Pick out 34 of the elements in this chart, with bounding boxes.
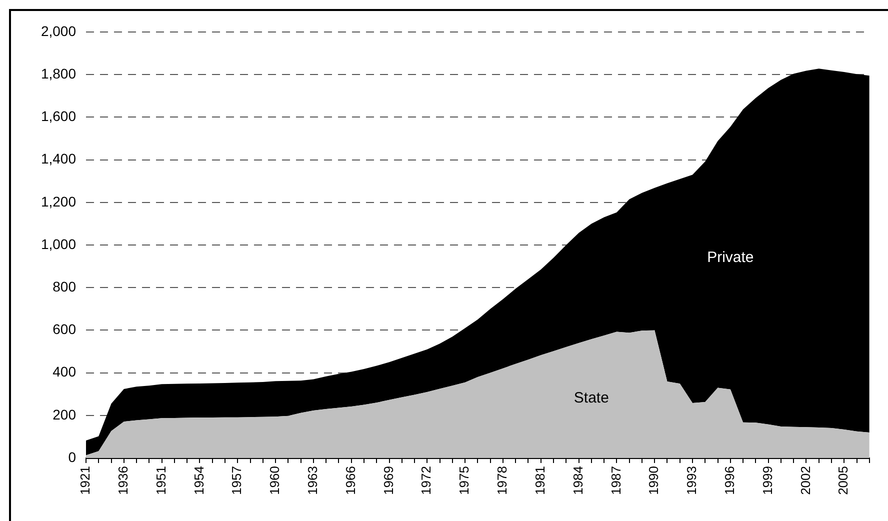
y-tick-label: 1,000: [40, 236, 76, 252]
x-tick-label: 1921: [78, 466, 93, 495]
x-tick-label: 1993: [684, 466, 700, 495]
x-tick-label: 1954: [191, 466, 206, 495]
x-tick-label: 1963: [305, 466, 320, 495]
x-tick-label: 1987: [608, 466, 624, 495]
x-tick-label: 1975: [456, 466, 472, 495]
x-tick-label: 1990: [646, 466, 662, 495]
y-tick-label: 600: [52, 321, 76, 338]
y-tick-label: 800: [52, 278, 76, 294]
y-tick-label: 400: [52, 364, 76, 380]
x-tick-label: 1960: [267, 466, 282, 495]
x-tick-label: 1972: [418, 466, 434, 495]
series-label: State: [574, 390, 609, 407]
x-tick-label: 1936: [115, 466, 130, 495]
x-tick-label: 1957: [229, 466, 244, 495]
y-tick-label: 1,600: [40, 108, 76, 124]
x-tick-label: 1969: [380, 466, 396, 495]
x-tick-label: 1951: [153, 466, 168, 495]
x-tick-label: 1996: [722, 466, 737, 495]
y-tick-label: 1,200: [40, 193, 76, 210]
x-tick-label: 2002: [798, 466, 813, 495]
x-tick-label: 1999: [760, 466, 775, 495]
x-tick-label: 1978: [494, 466, 510, 495]
x-tick-label: 1984: [570, 466, 586, 495]
y-tick-label: 1,400: [40, 150, 76, 167]
x-tick-label: 1981: [532, 466, 548, 495]
y-tick-label: 200: [52, 406, 76, 422]
x-tick-label: 1966: [342, 466, 358, 495]
y-tick-label: 2,000: [40, 22, 76, 39]
y-tick-label: 1,800: [40, 65, 76, 82]
y-tick-label: 0: [68, 448, 76, 465]
series-label: Private: [707, 249, 754, 266]
x-tick-label: 2005: [836, 466, 851, 495]
